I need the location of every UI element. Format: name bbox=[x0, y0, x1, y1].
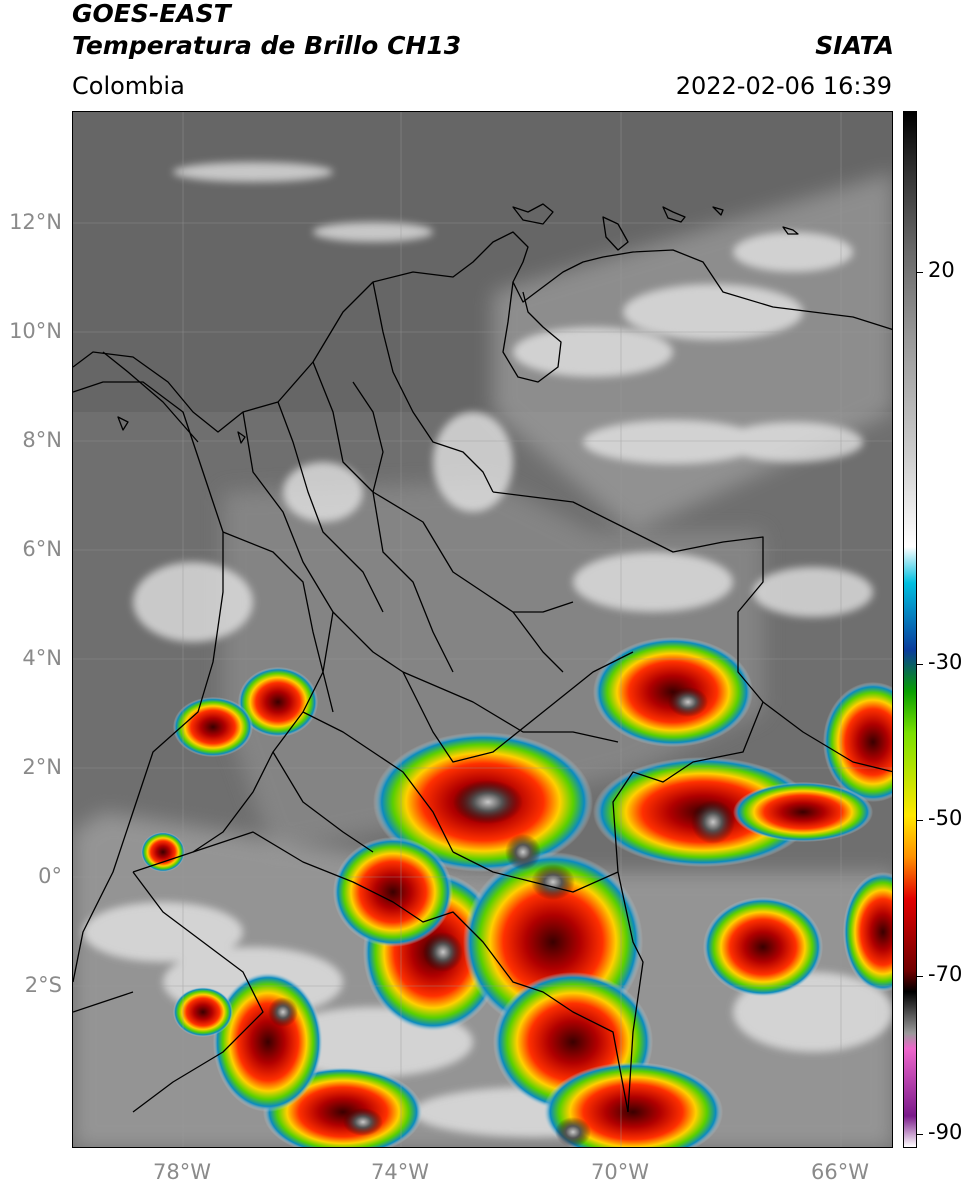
colorbar-tick bbox=[917, 664, 923, 665]
lat-label: 10°N bbox=[9, 319, 62, 343]
lat-label: 4°N bbox=[22, 646, 62, 670]
lon-label: 74°W bbox=[371, 1160, 429, 1184]
lat-label: 12°N bbox=[9, 210, 62, 234]
lat-label: 0° bbox=[38, 864, 62, 888]
source-label: SIATA bbox=[815, 31, 894, 60]
colorbar-tick bbox=[917, 976, 923, 977]
colorbar-label: -90 bbox=[928, 1120, 963, 1144]
product-title: Temperatura de Brillo CH13 bbox=[72, 31, 462, 60]
colorbar-label: 20 bbox=[928, 258, 955, 282]
colorbar-label: -70 bbox=[928, 962, 963, 986]
colorbar-label: -30 bbox=[928, 650, 963, 674]
colorbar bbox=[903, 111, 917, 1148]
region-label: Colombia bbox=[72, 72, 185, 100]
colorbar-label: -50 bbox=[928, 806, 963, 830]
lat-label: 2°N bbox=[22, 755, 62, 779]
lon-label: 70°W bbox=[591, 1160, 649, 1184]
datetime-label: 2022-02-06 16:39 bbox=[675, 72, 892, 100]
colorbar-tick bbox=[917, 272, 923, 273]
lon-label: 66°W bbox=[811, 1160, 869, 1184]
lat-label: 2°S bbox=[24, 973, 62, 997]
colorbar-tick bbox=[917, 1134, 923, 1135]
satellite-map bbox=[72, 111, 893, 1148]
map-image bbox=[73, 112, 892, 1147]
satellite-title: GOES-EAST bbox=[72, 0, 231, 28]
lat-label: 8°N bbox=[22, 428, 62, 452]
lat-label: 6°N bbox=[22, 537, 62, 561]
lon-label: 78°W bbox=[153, 1160, 211, 1184]
colorbar-tick bbox=[917, 820, 923, 821]
